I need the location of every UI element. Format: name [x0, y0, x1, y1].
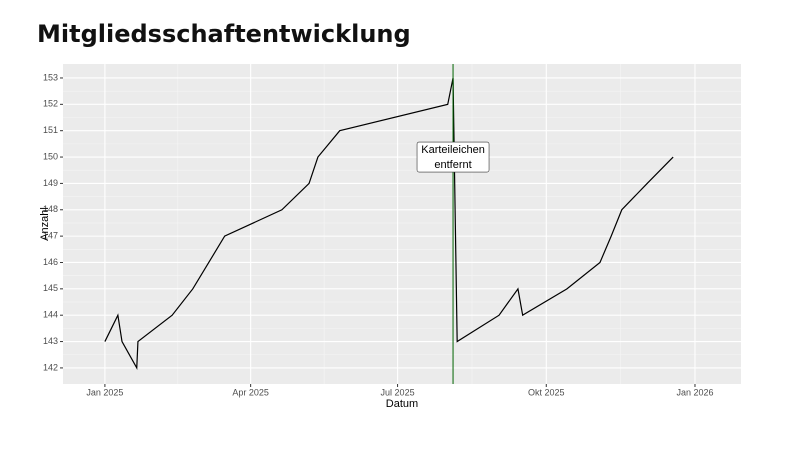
y-tick-label: 145 [43, 283, 58, 293]
y-tick-label: 146 [43, 257, 58, 267]
annotation-text: entfernt [434, 159, 471, 171]
y-tick-label: 148 [43, 204, 58, 214]
y-tick-label: 152 [43, 99, 58, 109]
y-tick-label: 142 [43, 362, 58, 372]
x-tick-label: Jan 2025 [86, 387, 123, 397]
x-tick-label: Jan 2026 [676, 387, 713, 397]
x-axis-label: Datum [386, 398, 418, 410]
y-tick-label: 151 [43, 125, 58, 135]
x-tick-label: Apr 2025 [232, 387, 269, 397]
y-tick-label: 153 [43, 72, 58, 82]
chart-title: Mitgliedsschaftentwicklung [37, 20, 411, 48]
y-tick-label: 143 [43, 336, 58, 346]
y-tick-label: 144 [43, 310, 58, 320]
annotation-text: Karteileichen [421, 144, 485, 156]
y-axis-label: Anzahl [39, 207, 51, 241]
data-line [104, 77, 674, 371]
plot-panel [63, 64, 741, 384]
y-tick-label: 147 [43, 231, 58, 241]
annotation-box [416, 141, 490, 173]
y-tick-label: 149 [43, 178, 58, 188]
x-tick-label: Jul 2025 [381, 387, 415, 397]
x-tick-label: Okt 2025 [528, 387, 565, 397]
y-tick-label: 150 [43, 151, 58, 161]
